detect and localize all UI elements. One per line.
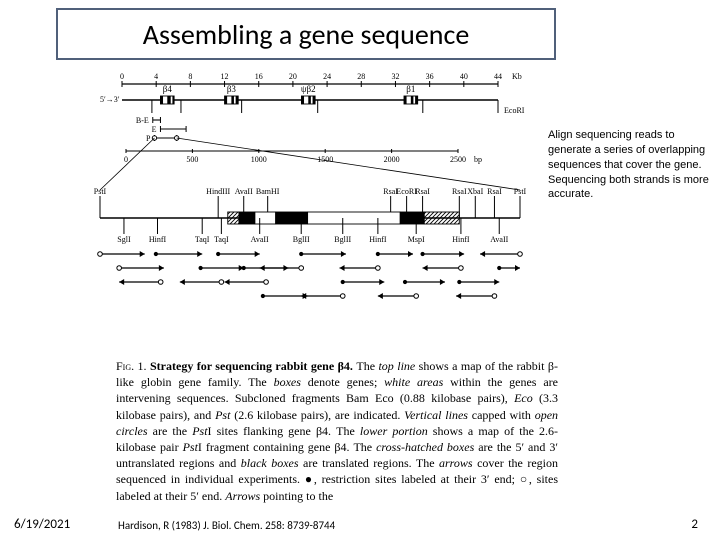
svg-text:AvaII: AvaII xyxy=(490,235,508,244)
caption-body: The top line shows a map of the rabbit β… xyxy=(116,359,558,503)
svg-text:2000: 2000 xyxy=(384,155,400,164)
svg-text:RsaI: RsaI xyxy=(452,187,467,196)
svg-text:TaqI: TaqI xyxy=(214,235,229,244)
svg-text:2500: 2500 xyxy=(450,155,466,164)
svg-text:PstI: PstI xyxy=(94,187,107,196)
svg-text:28: 28 xyxy=(357,72,365,81)
svg-text:16: 16 xyxy=(255,72,263,81)
svg-text:4: 4 xyxy=(154,72,158,81)
svg-text:BamHI: BamHI xyxy=(256,187,280,196)
caption-lead: Fig. 1. xyxy=(116,359,147,373)
svg-text:12: 12 xyxy=(221,72,229,81)
svg-text:36: 36 xyxy=(426,72,434,81)
svg-text:AvaII: AvaII xyxy=(251,235,269,244)
svg-text:500: 500 xyxy=(186,155,198,164)
svg-text:β3: β3 xyxy=(227,84,237,94)
svg-text:40: 40 xyxy=(460,72,468,81)
svg-text:8: 8 xyxy=(188,72,192,81)
svg-text:1000: 1000 xyxy=(251,155,267,164)
svg-text:AvaII: AvaII xyxy=(235,187,253,196)
svg-text:HinfI: HinfI xyxy=(452,235,470,244)
svg-text:Kb: Kb xyxy=(512,72,522,81)
footer-citation: Hardison, R (1983) J. Biol. Chem. 258: 8… xyxy=(118,519,335,532)
svg-text:24: 24 xyxy=(323,72,331,81)
svg-text:MspI: MspI xyxy=(408,235,425,244)
footer-date: 6/19/2021 xyxy=(14,517,70,532)
caption-bold: Strategy for sequencing rabbit gene β4. xyxy=(150,359,353,373)
svg-text:XbaI: XbaI xyxy=(467,187,483,196)
title-container: Assembling a gene sequence xyxy=(56,8,556,60)
svg-text:20: 20 xyxy=(289,72,297,81)
svg-text:TaqI: TaqI xyxy=(195,235,210,244)
figure-caption: Fig. 1. Strategy for sequencing rabbit g… xyxy=(116,358,558,504)
footer-page-number: 2 xyxy=(691,517,698,532)
svg-text:β1: β1 xyxy=(406,84,415,94)
svg-text:32: 32 xyxy=(391,72,399,81)
svg-text:B-E: B-E xyxy=(136,116,149,125)
svg-text:BglII: BglII xyxy=(334,235,351,244)
svg-text:0: 0 xyxy=(120,72,124,81)
svg-text:EcoRI: EcoRI xyxy=(396,187,417,196)
svg-text:ψβ2: ψβ2 xyxy=(301,84,316,94)
figure-diagram: 0 4 8 12 16 20 24 28 32 36 40 44 Kb 5′→3′ β4 β3 ψβ2 β1 Eco… xyxy=(90,68,530,348)
svg-text:BglII: BglII xyxy=(293,235,310,244)
svg-text:HindIII: HindIII xyxy=(206,187,230,196)
svg-text:HinfI: HinfI xyxy=(149,235,167,244)
svg-text:44: 44 xyxy=(494,72,502,81)
svg-text:E: E xyxy=(152,125,157,134)
slide-title: Assembling a gene sequence xyxy=(143,17,470,52)
svg-text:5′→3′: 5′→3′ xyxy=(100,95,120,104)
svg-text:β4: β4 xyxy=(163,84,173,94)
svg-text:RsaI: RsaI xyxy=(487,187,502,196)
side-annotation: Align sequencing reads to generate a ser… xyxy=(548,128,720,202)
svg-text:bp: bp xyxy=(474,155,482,164)
svg-text:SglI: SglI xyxy=(117,235,131,244)
svg-text:RsaI: RsaI xyxy=(415,187,430,196)
svg-text:0: 0 xyxy=(124,155,128,164)
svg-text:EcoRI: EcoRI xyxy=(504,106,525,115)
svg-text:HinfI: HinfI xyxy=(369,235,387,244)
svg-text:PstI: PstI xyxy=(514,187,527,196)
